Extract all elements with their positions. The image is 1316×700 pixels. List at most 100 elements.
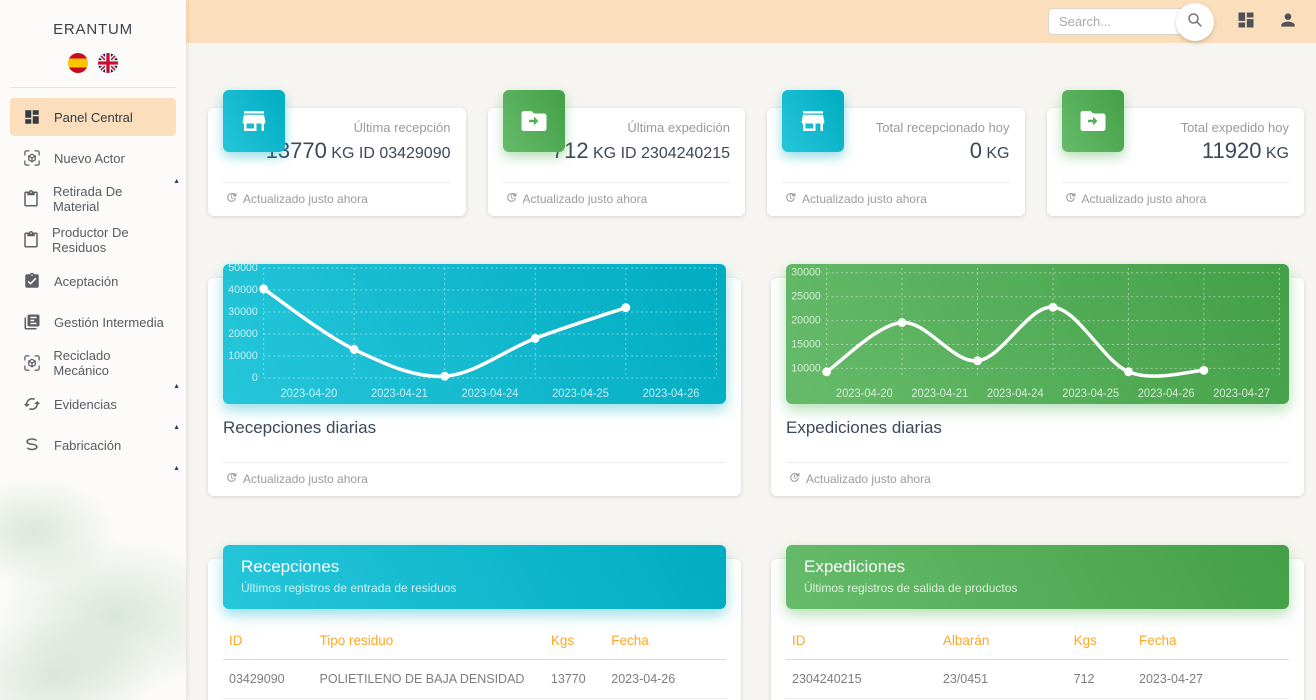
table-cell: 23/0451 bbox=[936, 659, 1068, 699]
chart-card: 10000 15000 20000 25000 30000 2023-04-20 2023-… bbox=[771, 264, 1304, 496]
card-footer-text: Actualizado justo ahora bbox=[243, 192, 368, 206]
store-icon bbox=[223, 90, 285, 152]
stat-card-value: 0 KG bbox=[782, 138, 1010, 164]
clipboard-icon bbox=[22, 189, 41, 209]
sidebar-item-fabricaci-n[interactable]: Fabricación ▲ bbox=[10, 426, 180, 472]
card-footer-text: Actualizado justo ahora bbox=[802, 192, 927, 206]
search-input[interactable] bbox=[1048, 8, 1186, 35]
column-header: Fecha bbox=[605, 623, 726, 660]
clipboard-check-icon bbox=[22, 271, 42, 291]
stat-value-unit: KG ID 03429090 bbox=[326, 145, 451, 162]
table-cell: POLIETILENO DE BAJA DENSIDAD bbox=[313, 659, 545, 699]
user-button[interactable] bbox=[1278, 10, 1298, 33]
update-icon bbox=[225, 471, 238, 487]
collapse-caret-icon[interactable]: ▲ bbox=[173, 424, 180, 431]
sidebar-divider bbox=[10, 87, 176, 88]
stat-card-label: Total expedido hoy bbox=[1180, 120, 1289, 135]
collapse-caret-icon[interactable]: ▲ bbox=[173, 465, 180, 472]
sidebar-item-productor-de-residuos[interactable]: Productor De Residuos bbox=[10, 221, 176, 259]
svg-text:30000: 30000 bbox=[228, 306, 258, 318]
clipboard-icon bbox=[22, 230, 40, 250]
data-table: ID Albarán Kgs Fecha 2304240215 23/0451 712 202… bbox=[786, 623, 1289, 700]
stat-card: Última expedición 712 KG ID 2304240215 Act… bbox=[487, 90, 745, 216]
table-title: Expediciones bbox=[804, 557, 906, 576]
uk-flag-icon[interactable] bbox=[98, 53, 118, 73]
sidebar-item-aceptaci-n[interactable]: Aceptación bbox=[10, 262, 176, 300]
table-subtitle: Últimos registros de salida de productos bbox=[804, 581, 1018, 595]
sidebar-item-evidencias[interactable]: Evidencias ▲ bbox=[10, 385, 180, 431]
svg-text:0: 0 bbox=[252, 372, 258, 384]
stat-cards-row: Última recepción 13770 KG ID 03429090 Actu… bbox=[208, 90, 1304, 216]
card-footer: Actualizado justo ahora bbox=[786, 462, 1289, 496]
table-row: 03429090 POLIETILENO DE BAJA DENSIDAD 1377… bbox=[223, 659, 726, 699]
column-header: ID bbox=[223, 623, 314, 660]
stat-card-label: Última expedición bbox=[627, 120, 730, 135]
table-row: 12629130POLIETILENO DE BAJA DENSIDAD3440… bbox=[223, 698, 726, 700]
card-footer-text: Actualizado justo ahora bbox=[806, 472, 931, 486]
svg-text:2023-04-25: 2023-04-25 bbox=[552, 388, 609, 400]
table-subtitle: Últimos registros de entrada de residuos bbox=[241, 581, 457, 595]
brand-title: ERANTUM bbox=[53, 21, 133, 38]
update-icon bbox=[225, 191, 238, 207]
table-header-row: ID Tipo residuo Kgs Fecha bbox=[223, 623, 726, 660]
svg-text:30000: 30000 bbox=[791, 267, 821, 279]
column-header: ID bbox=[786, 623, 937, 660]
column-header: Tipo residuo bbox=[313, 623, 545, 660]
table-cards-row: Recepciones Últimos registros de entrada … bbox=[208, 545, 1304, 700]
card-footer: Actualizado justo ahora bbox=[502, 182, 730, 216]
table-card: Recepciones Últimos registros de entrada … bbox=[208, 545, 741, 700]
table-cell: 7362 bbox=[1067, 698, 1134, 700]
dashboard-icon bbox=[22, 107, 42, 127]
collapse-caret-icon[interactable]: ▲ bbox=[173, 178, 180, 185]
sidebar-item-nuevo-actor[interactable]: Nuevo Actor ▲ bbox=[10, 139, 180, 185]
card-footer: Actualizado justo ahora bbox=[223, 462, 726, 496]
main-content: Última recepción 13770 KG ID 03429090 Actu… bbox=[186, 43, 1316, 700]
chart-card: 0 10000 20000 30000 40000 50000 2023-04-20 2023… bbox=[208, 264, 741, 496]
table-cell: 03429090 bbox=[223, 659, 314, 699]
stat-card-label: Total recepcionado hoy bbox=[875, 120, 1010, 135]
line-chart: 10000 15000 20000 25000 30000 2023-04-20 2023-… bbox=[786, 264, 1289, 404]
update-icon bbox=[1064, 191, 1077, 207]
stat-card-label: Última recepción bbox=[353, 120, 451, 135]
sidebar-item-retirada-de-material[interactable]: Retirada De Material bbox=[10, 180, 176, 218]
column-header: Kgs bbox=[1067, 623, 1134, 660]
sidebar-item-label: Fabricación bbox=[54, 437, 122, 453]
stat-card: Total expedido hoy 11920 KG Actualizado ju… bbox=[1046, 90, 1304, 216]
table-row: 2304240215 23/0451 712 2023-04-27 bbox=[786, 659, 1289, 699]
collapse-caret-icon[interactable]: ▲ bbox=[173, 383, 180, 390]
table-cell: 2023-04-27 bbox=[1133, 659, 1289, 699]
svg-text:2023-04-21: 2023-04-21 bbox=[371, 388, 428, 400]
update-icon bbox=[784, 191, 797, 207]
svg-text:2023-04-20: 2023-04-20 bbox=[280, 388, 337, 400]
sidebar-item-reciclado-mec-nico[interactable]: Reciclado Mecánico ▲ bbox=[10, 344, 180, 390]
update-icon bbox=[788, 471, 801, 487]
card-footer-text: Actualizado justo ahora bbox=[522, 192, 648, 206]
sidebar-item-panel-central[interactable]: Panel Central bbox=[10, 98, 176, 136]
sidebar-item-label: Nuevo Actor bbox=[54, 150, 125, 166]
svg-text:20000: 20000 bbox=[791, 314, 821, 326]
stat-value-number: 11920 bbox=[1201, 138, 1262, 163]
svg-text:15000: 15000 bbox=[791, 338, 821, 350]
svg-text:25000: 25000 bbox=[791, 290, 821, 302]
card-footer-text: Actualizado justo ahora bbox=[243, 472, 368, 486]
table-cell: 2304210215 bbox=[786, 698, 937, 700]
search-button[interactable] bbox=[1176, 2, 1214, 41]
folder-export-icon bbox=[502, 90, 565, 152]
table-card: Expediciones Últimos registros de salida … bbox=[771, 545, 1304, 700]
table-cell: 2304240215 bbox=[786, 659, 937, 699]
stat-value-unit: KG bbox=[981, 145, 1010, 162]
svg-text:10000: 10000 bbox=[228, 350, 258, 362]
spain-flag-icon[interactable] bbox=[68, 53, 88, 73]
language-switcher bbox=[0, 53, 186, 73]
dashboard-grid-button[interactable] bbox=[1236, 10, 1256, 33]
cube-scan-icon bbox=[22, 353, 41, 373]
card-footer: Actualizado justo ahora bbox=[782, 182, 1010, 216]
svg-text:2023-04-25: 2023-04-25 bbox=[1062, 388, 1119, 400]
table-card-header: Recepciones Últimos registros de entrada … bbox=[223, 545, 726, 609]
svg-text:2023-04-21: 2023-04-21 bbox=[911, 388, 968, 400]
svg-text:2023-04-27: 2023-04-27 bbox=[1213, 388, 1270, 400]
sidebar-item-gesti-n-intermedia[interactable]: Gestión Intermedia bbox=[10, 303, 176, 341]
stat-card: Total recepcionado hoy 0 KG Actualizado ju… bbox=[767, 90, 1025, 216]
stat-body: Total expedido hoy 11920 KG bbox=[1062, 118, 1289, 170]
card-footer: Actualizado justo ahora bbox=[1061, 182, 1289, 216]
